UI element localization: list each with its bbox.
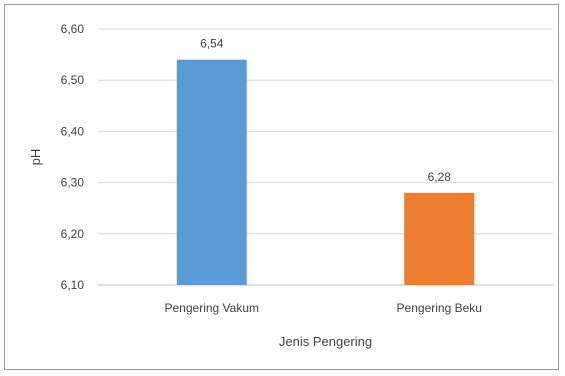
y-tick-label: 6,20 <box>61 227 85 241</box>
bar-0 <box>176 59 247 285</box>
y-axis-ticks: 6,10 6,20 6,30 6,40 6,50 6,60 <box>61 22 85 292</box>
x-axis-title: Jenis Pengering <box>279 334 372 349</box>
bar-1 <box>404 192 475 285</box>
y-axis-title: pH <box>28 149 43 166</box>
chart-frame <box>4 4 559 370</box>
data-label: 6,28 <box>428 170 452 184</box>
category-label: Pengering Beku <box>397 301 482 315</box>
bars <box>176 59 475 285</box>
category-label: Pengering Vakum <box>165 301 260 315</box>
y-tick-label: 6,30 <box>61 176 85 190</box>
y-tick-label: 6,10 <box>61 278 85 292</box>
data-label: 6,54 <box>200 37 224 51</box>
y-tick-label: 6,60 <box>61 22 85 36</box>
y-tick-label: 6,40 <box>61 124 85 138</box>
data-labels: 6,54 6,28 <box>200 37 451 184</box>
y-tick-label: 6,50 <box>61 73 85 87</box>
gridlines <box>98 28 553 286</box>
x-axis-categories: Pengering Vakum Pengering Beku <box>165 301 482 315</box>
